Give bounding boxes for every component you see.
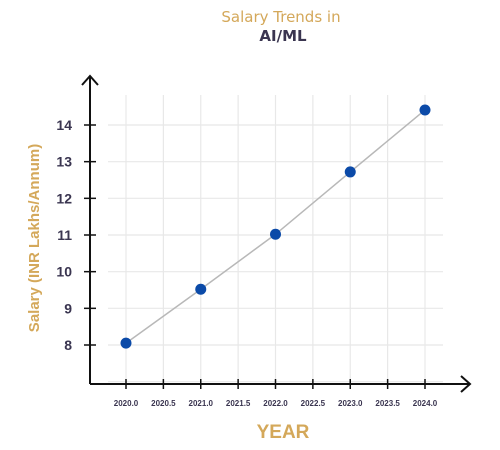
y-tick-label-0: 8 (64, 337, 72, 353)
y-axis-label: Salary (INR Lakhs/Annum) (26, 144, 43, 332)
y-axis-ticks: 8 9 10 11 12 13 14 (56, 117, 96, 353)
data-point-2 (270, 228, 281, 240)
x-axis-label: YEAR (257, 422, 310, 443)
x-tick-label-1: 2020.5 (151, 399, 176, 408)
y-tick-label-1: 9 (64, 300, 72, 316)
y-axis-arrow (81, 74, 99, 86)
x-tick-label-2: 2021.0 (189, 399, 214, 408)
x-tick-label-4: 2022.0 (263, 399, 288, 408)
x-tick-label-3: 2021.5 (226, 399, 251, 408)
data-point-4 (419, 104, 431, 116)
x-axis-ticks: 2020.0 2020.5 2021.0 2021.5 2022.0 2022.5 2023… (114, 379, 438, 408)
x-tick-label-5: 2022.5 (301, 399, 326, 408)
data-point-1 (195, 283, 207, 295)
series-group (120, 104, 431, 349)
y-tick-label-3: 11 (57, 227, 72, 243)
x-tick-label-0: 2020.0 (114, 399, 139, 408)
chart-subtitle: AI/ML (259, 27, 307, 45)
data-point-3 (344, 166, 356, 178)
y-tick-label-6: 14 (56, 117, 72, 133)
x-tick-label-8: 2024.0 (413, 399, 438, 408)
x-tick-label-7: 2023.5 (375, 399, 400, 408)
data-point-0 (120, 337, 132, 349)
axes (81, 74, 472, 393)
y-tick-label-2: 10 (56, 264, 72, 280)
y-tick-label-5: 13 (56, 154, 72, 170)
x-tick-label-6: 2023.0 (338, 399, 363, 408)
y-tick-label-4: 12 (56, 190, 72, 206)
chart-title: Salary Trends in (221, 8, 340, 26)
x-axis-arrow (460, 375, 472, 393)
